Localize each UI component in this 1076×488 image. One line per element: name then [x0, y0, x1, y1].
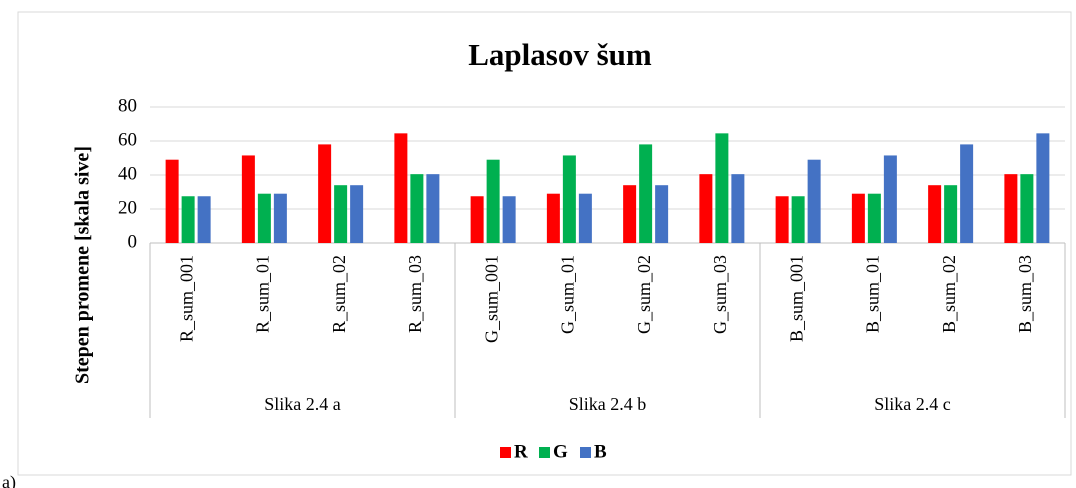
- bar: [731, 174, 745, 243]
- bar: [655, 185, 669, 243]
- bar: [944, 185, 958, 243]
- x-tick-label: G_sum_02: [634, 255, 654, 334]
- bar: [1020, 174, 1034, 243]
- y-tick-label: 20: [118, 197, 137, 218]
- bar: [775, 196, 789, 243]
- x-tick-label: R_sum_001: [176, 255, 196, 342]
- bar: [578, 193, 592, 243]
- bar: [960, 144, 974, 243]
- bar: [502, 196, 516, 243]
- x-tick-label: R_sum_02: [329, 255, 349, 333]
- y-tick-label: 0: [128, 231, 138, 252]
- x-tick-label: G_sum_03: [710, 255, 730, 334]
- x-tick-label: G_sum_01: [558, 255, 578, 334]
- bar: [1004, 174, 1018, 243]
- caption: a): [2, 472, 16, 488]
- x-tick-label: B_sum_03: [1015, 255, 1035, 333]
- bar: [715, 133, 729, 243]
- group-label: Slika 2.4 a: [264, 394, 341, 414]
- bar: [623, 185, 637, 243]
- bar: [867, 193, 881, 243]
- bar: [273, 193, 287, 243]
- bar: [486, 159, 500, 243]
- x-tick-label: B_sum_01: [863, 255, 883, 333]
- y-axis-label: Stepen promene [skala sive]: [72, 146, 94, 384]
- bar: [851, 193, 865, 243]
- group-label: Slika 2.4 c: [874, 394, 951, 414]
- bar: [807, 159, 821, 243]
- legend-swatch: [580, 447, 591, 458]
- y-tick-label: 40: [118, 163, 137, 184]
- legend-swatch: [500, 447, 511, 458]
- x-tick-label: R_sum_03: [405, 255, 425, 333]
- bar: [334, 185, 348, 243]
- bar: [257, 193, 271, 243]
- x-tick-label: G_sum_001: [481, 255, 501, 343]
- bar: [546, 193, 560, 243]
- legend-label: G: [553, 441, 568, 462]
- chart-title: Laplasov šum: [468, 37, 652, 72]
- bar: [639, 144, 653, 243]
- bar: [1036, 133, 1050, 243]
- bar: [883, 155, 897, 243]
- group-label: Slika 2.4 b: [569, 394, 647, 414]
- bar: [699, 174, 713, 243]
- bar: [928, 185, 942, 243]
- y-tick-label: 80: [118, 95, 137, 116]
- bar: [241, 155, 255, 243]
- x-tick-label: B_sum_001: [786, 255, 806, 342]
- bar: [350, 185, 364, 243]
- bar: [165, 159, 179, 243]
- bar: [426, 174, 440, 243]
- bar: [562, 155, 576, 243]
- bar: [197, 196, 211, 243]
- legend-label: R: [514, 441, 528, 462]
- bar: [181, 196, 195, 243]
- x-tick-label: R_sum_01: [253, 255, 273, 333]
- x-tick-label: B_sum_02: [939, 255, 959, 333]
- y-tick-label: 60: [118, 129, 137, 150]
- legend-label: B: [594, 441, 607, 462]
- bar: [410, 174, 424, 243]
- bar: [791, 196, 805, 243]
- bar: [318, 144, 332, 243]
- bar: [470, 196, 484, 243]
- bar: [394, 133, 408, 243]
- legend-swatch: [539, 447, 550, 458]
